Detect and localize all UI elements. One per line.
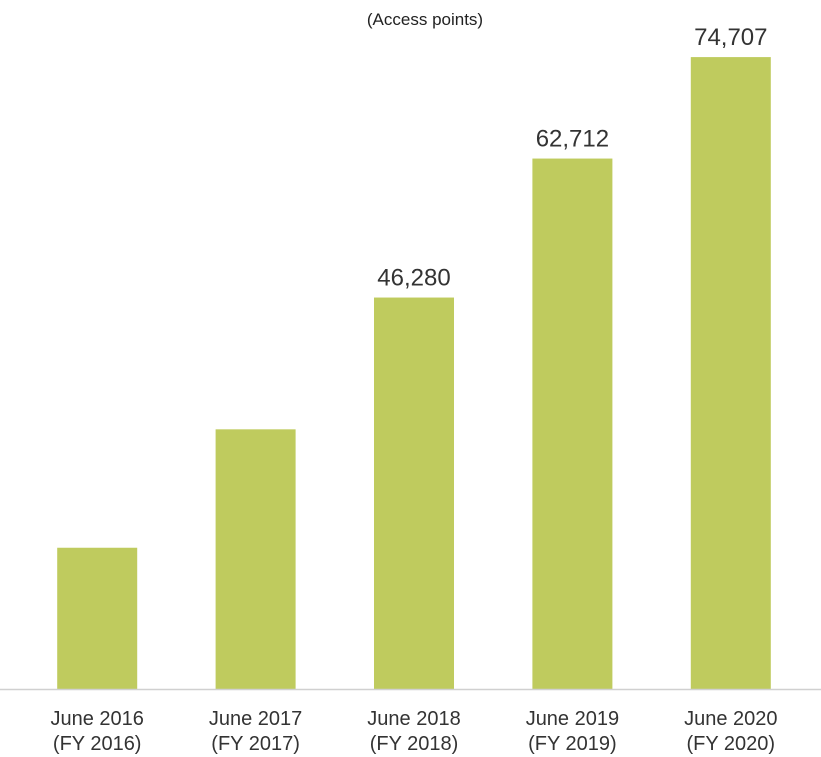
x-tick-label-3-line-2: (FY 2018) — [370, 733, 459, 755]
bar-5 — [691, 57, 771, 689]
x-tick-label-4-line-1: June 2019 — [526, 708, 619, 730]
x-tick-label-1-line-2: (FY 2016) — [53, 733, 142, 755]
value-label-4: 62,712 — [536, 126, 609, 153]
bar-2 — [216, 429, 296, 689]
x-tick-label-4-line-2: (FY 2019) — [528, 733, 617, 755]
x-tick-label-2-line-1: June 2017 — [209, 708, 302, 730]
x-tick-label-5-line-1: June 2020 — [684, 708, 777, 730]
x-tick-label-1-line-1: June 2016 — [50, 708, 143, 730]
bar-1 — [57, 548, 137, 689]
value-label-3: 46,280 — [377, 265, 450, 292]
x-tick-label-2-line-2: (FY 2017) — [211, 733, 300, 755]
bars-group — [57, 57, 771, 689]
value-label-5: 74,707 — [694, 24, 767, 51]
x-tick-label-3-line-1: June 2018 — [367, 708, 460, 730]
bar-3 — [374, 298, 454, 689]
x-tick-labels-group: June 2016 (FY 2016) June 2017 (FY 2017) June… — [50, 708, 777, 755]
bar-4 — [532, 159, 612, 689]
x-tick-label-5-line-2: (FY 2020) — [687, 733, 776, 755]
